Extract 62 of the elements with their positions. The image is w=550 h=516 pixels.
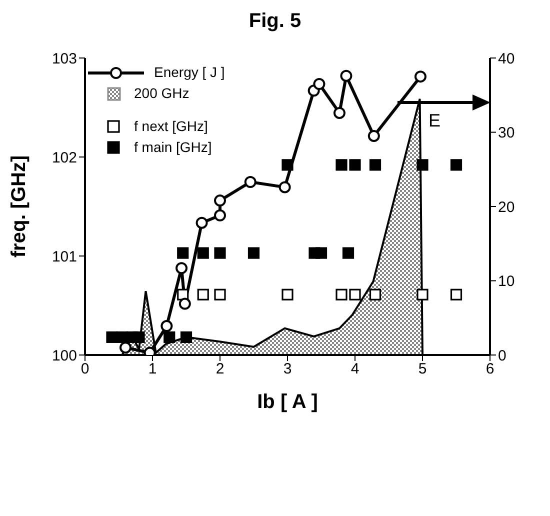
point [349, 159, 361, 171]
point [416, 288, 428, 300]
y2-tick-label: 10 [498, 273, 515, 290]
point [177, 247, 189, 259]
point [214, 209, 226, 222]
legend-label: f next [GHz] [134, 117, 208, 136]
point [368, 130, 380, 142]
chart-title: Fig. 5 [248, 9, 302, 34]
legend-label: Energy [ J ] [154, 63, 225, 82]
point [106, 331, 118, 343]
y2-tick-label: 40 [498, 50, 515, 68]
point [197, 288, 209, 300]
point [197, 247, 209, 259]
y2-tick-label: 30 [498, 124, 515, 142]
y-tick-label: 100 [52, 347, 77, 364]
point [333, 106, 346, 119]
y-axis-title: freq. [GHz] [8, 155, 30, 258]
point [349, 288, 361, 300]
point [278, 181, 291, 194]
legend-label: f main [GHz] [134, 138, 212, 157]
y-tick-label: 103 [52, 50, 77, 68]
point [133, 331, 145, 343]
y-tick-label: 102 [52, 149, 77, 166]
point [315, 247, 328, 259]
y2-tick-label: 0 [498, 347, 506, 364]
point [214, 194, 226, 207]
point [214, 288, 226, 300]
point [414, 70, 426, 83]
point [416, 159, 428, 171]
point [120, 342, 132, 354]
point [178, 298, 191, 310]
x-tick-label: 1 [148, 360, 157, 378]
point [248, 247, 260, 259]
point [214, 247, 226, 259]
x-tick-label: 6 [486, 360, 494, 378]
point [369, 288, 382, 300]
point [342, 247, 354, 259]
y2-tick-label: 20 [498, 198, 515, 216]
point [180, 331, 192, 343]
y-tick-label: 101 [52, 248, 77, 266]
point [176, 262, 188, 274]
x-tick-label: 0 [80, 360, 90, 378]
point [450, 288, 462, 300]
x-tick-label: 3 [283, 360, 292, 378]
x-tick-label: 5 [418, 360, 427, 378]
point [450, 159, 462, 171]
point [282, 159, 294, 171]
point [196, 216, 208, 229]
point [164, 331, 176, 343]
point [336, 159, 348, 171]
point [313, 78, 326, 90]
point [160, 320, 173, 332]
point [244, 176, 256, 188]
point [369, 159, 382, 171]
legend-label: 200 GHz [134, 84, 190, 103]
point [340, 70, 352, 82]
point [282, 288, 294, 300]
point [336, 288, 348, 300]
x-tick-label: 4 [350, 360, 360, 378]
annotation: E [428, 110, 441, 131]
x-axis-title: Ib [ A ] [257, 391, 318, 413]
x-tick-label: 2 [216, 360, 224, 378]
